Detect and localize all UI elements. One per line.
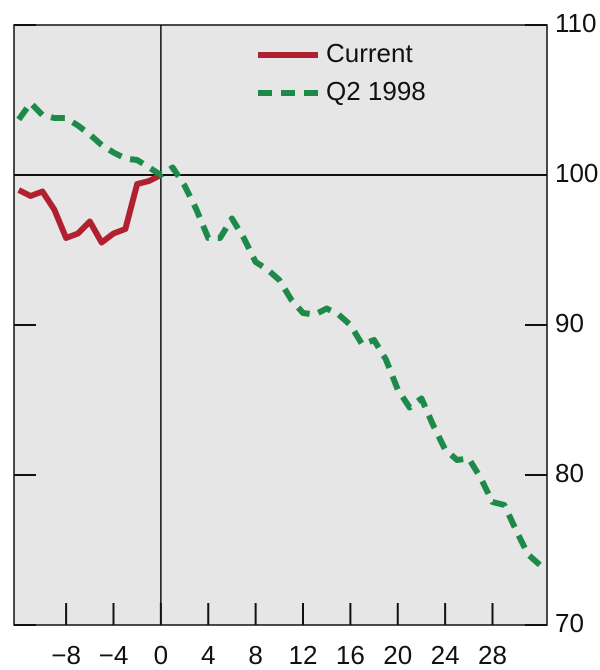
y-tick-label: 70 [555, 608, 584, 638]
legend-label: Current [326, 38, 413, 68]
x-tick-label: 24 [431, 640, 460, 670]
y-tick-label: 100 [555, 158, 598, 188]
x-tick-label: 28 [478, 640, 507, 670]
series-line [16, 100, 542, 568]
x-tick-label: 0 [154, 640, 168, 670]
y-tick-label: 80 [555, 458, 584, 488]
x-tick-label: 8 [248, 640, 262, 670]
legend-background [250, 36, 450, 112]
y-tick-label: 90 [555, 308, 584, 338]
x-tick-label: −4 [99, 640, 129, 670]
x-tick-label: −8 [51, 640, 81, 670]
legend-label: Q2 1998 [326, 76, 426, 106]
series-line [17, 172, 163, 246]
plot-background [13, 24, 548, 626]
x-tick-label: 12 [289, 640, 318, 670]
x-tick-label: 4 [201, 640, 215, 670]
y-tick-label: 110 [555, 8, 596, 38]
x-tick-label: 16 [336, 640, 365, 670]
x-tick-label: 20 [383, 640, 412, 670]
